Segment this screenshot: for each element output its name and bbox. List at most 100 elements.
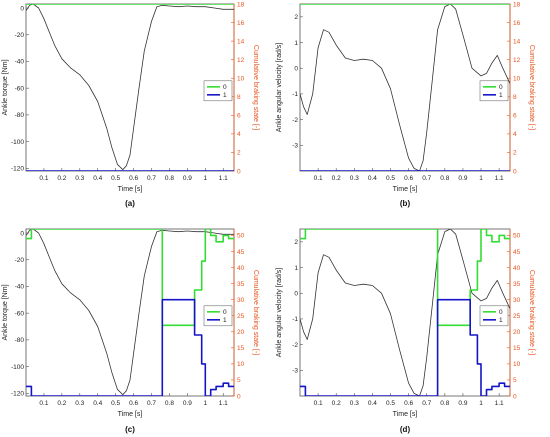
x-axis-label: Time [s] bbox=[118, 411, 143, 418]
y-tick-label: -3 bbox=[292, 143, 298, 150]
x-tick-label: 1 bbox=[479, 400, 483, 407]
panel-caption: (d) bbox=[400, 425, 411, 434]
y-tick-label: 1 bbox=[294, 265, 298, 272]
legend-box bbox=[479, 80, 509, 102]
x-tick-label: 0.1 bbox=[39, 400, 48, 407]
y2-tick-label: 4 bbox=[237, 131, 241, 138]
x-tick-label: 1.1 bbox=[219, 400, 228, 407]
y2-tick-label: 10 bbox=[237, 361, 245, 368]
x-tick-label: 0.1 bbox=[314, 175, 323, 182]
y2-tick-label: 15 bbox=[513, 345, 521, 352]
x-tick-label: 0.3 bbox=[350, 175, 359, 182]
y2-tick-label: 5 bbox=[237, 377, 241, 384]
y2-tick-label: 6 bbox=[237, 113, 241, 120]
legend: 01 bbox=[203, 305, 233, 327]
legend-label-1: 1 bbox=[223, 92, 227, 99]
y-tick-label: -40 bbox=[15, 59, 25, 66]
y-tick-label: 0 bbox=[20, 230, 24, 237]
y2-tick-label: 35 bbox=[237, 281, 245, 288]
y-tick-label: -40 bbox=[15, 284, 25, 291]
y2-tick-label: 18 bbox=[237, 1, 245, 8]
y2-tick-label: 0 bbox=[237, 168, 241, 175]
legend-label-0: 0 bbox=[499, 84, 503, 91]
y2-tick-label: 18 bbox=[513, 1, 521, 8]
x-tick-label: 0.5 bbox=[111, 400, 120, 407]
x-tick-label: 0.4 bbox=[93, 175, 102, 182]
chart-panel-2: 0.1 0.2 0.3 0.4 0.5 0.6 0.7 0.8 0.9 1 1.1 0 -20 -40 -6… bbox=[2, 228, 259, 434]
x-tick-label: 1.1 bbox=[495, 175, 504, 182]
series-signal-line bbox=[300, 229, 510, 396]
x-tick-label: 0.2 bbox=[57, 175, 66, 182]
legend-label-1: 1 bbox=[499, 92, 503, 99]
x-tick-label: 1 bbox=[203, 175, 207, 182]
x-axis-label: Time [s] bbox=[393, 186, 418, 193]
y-tick-label: -2 bbox=[292, 117, 298, 124]
y2-tick-label: 25 bbox=[237, 313, 245, 320]
y2-tick-label: 14 bbox=[513, 38, 521, 45]
chart-panel-3: 0.1 0.2 0.3 0.4 0.5 0.6 0.7 0.8 0.9 1 1.1210-1-2-3… bbox=[276, 228, 535, 434]
y2-tick-label: 16 bbox=[237, 20, 245, 27]
plot-frame bbox=[25, 3, 235, 172]
y2-tick-label: 8 bbox=[237, 94, 241, 101]
y-axis-label: Ankle angular velocity [rad/s] bbox=[276, 268, 283, 358]
y2-tick-label: 40 bbox=[237, 265, 245, 272]
y2-tick-label: 10 bbox=[513, 76, 521, 83]
legend-label-1: 1 bbox=[499, 317, 503, 324]
x-tick-label: 0.7 bbox=[422, 175, 431, 182]
y2-tick-label: 4 bbox=[513, 131, 517, 138]
x-tick-label: 0.9 bbox=[458, 400, 467, 407]
y2-axis-label: Cumulative braking state [-] bbox=[528, 270, 535, 355]
y2-tick-label: 6 bbox=[513, 113, 517, 120]
y2-tick-label: 2 bbox=[513, 150, 517, 157]
y2-tick-label: 8 bbox=[513, 94, 517, 101]
y2-tick-label: 15 bbox=[237, 345, 245, 352]
y-tick-label: 0 bbox=[20, 5, 24, 12]
y2-tick-label: 30 bbox=[237, 297, 245, 304]
x-tick-label: 0.5 bbox=[386, 175, 395, 182]
legend-label-0: 0 bbox=[499, 309, 503, 316]
x-tick-label: 0.4 bbox=[368, 400, 377, 407]
y2-tick-label: 2 bbox=[237, 150, 241, 157]
y-axis-label: Ankle angular velocity [rad/s] bbox=[276, 43, 283, 133]
y-tick-label: -80 bbox=[15, 337, 25, 344]
y-tick-label: 0 bbox=[294, 66, 298, 73]
series-state1-line bbox=[26, 298, 234, 396]
series-state0-line bbox=[300, 229, 510, 327]
x-tick-label: 0.8 bbox=[440, 400, 449, 407]
y-tick-label: -100 bbox=[11, 364, 24, 371]
y2-tick-label: 50 bbox=[513, 233, 521, 240]
y2-tick-label: 16 bbox=[513, 20, 521, 27]
series-signal-line bbox=[26, 4, 234, 171]
y2-tick-label: 12 bbox=[237, 57, 245, 64]
y2-tick-label: 40 bbox=[513, 265, 521, 272]
y2-tick-label: 5 bbox=[513, 377, 517, 384]
y-tick-label: 2 bbox=[294, 239, 298, 246]
y2-tick-label: 20 bbox=[513, 329, 521, 336]
y2-tick-label: 35 bbox=[513, 281, 521, 288]
y2-tick-label: 45 bbox=[237, 249, 245, 256]
x-tick-label: 0.2 bbox=[332, 400, 341, 407]
x-tick-label: 0.8 bbox=[165, 400, 174, 407]
series-signal-line bbox=[300, 4, 510, 171]
y2-tick-label: 14 bbox=[237, 38, 245, 45]
y2-tick-label: 45 bbox=[513, 249, 521, 256]
x-axis-label: Time [s] bbox=[393, 411, 418, 418]
x-tick-label: 0.4 bbox=[93, 400, 102, 407]
y-tick-label: -2 bbox=[292, 342, 298, 349]
x-tick-label: 0.8 bbox=[440, 175, 449, 182]
x-tick-label: 0.9 bbox=[183, 175, 192, 182]
y2-tick-label: 20 bbox=[237, 329, 245, 336]
y2-tick-label: 0 bbox=[513, 168, 517, 175]
chart-panel-1: 0.1 0.2 0.3 0.4 0.5 0.6 0.7 0.8 0.9 1 1.1210-1-2-3… bbox=[276, 1, 535, 208]
x-tick-label: 0.2 bbox=[57, 400, 66, 407]
x-axis-label: Time [s] bbox=[118, 186, 143, 193]
y2-tick-label: 0 bbox=[513, 393, 517, 400]
legend: 01 bbox=[479, 305, 509, 327]
x-tick-label: 0.6 bbox=[129, 400, 138, 407]
x-tick-label: 0.5 bbox=[386, 400, 395, 407]
x-tick-label: 0.7 bbox=[147, 400, 156, 407]
x-tick-label: 0.3 bbox=[350, 400, 359, 407]
x-tick-label: 1.1 bbox=[495, 400, 504, 407]
y-tick-label: -1 bbox=[292, 91, 298, 98]
